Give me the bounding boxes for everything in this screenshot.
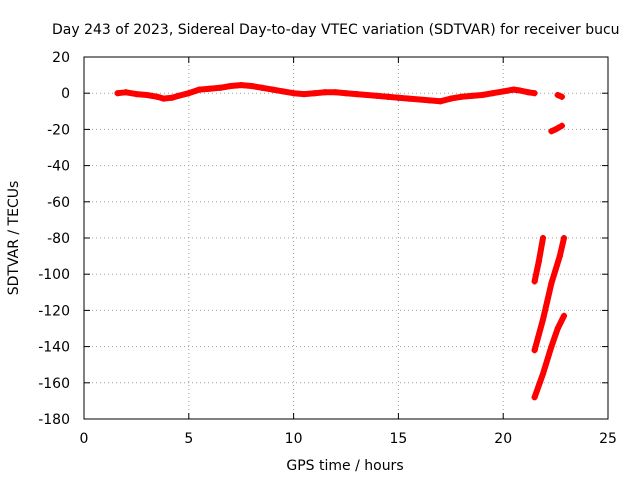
data-point bbox=[196, 86, 203, 93]
data-point bbox=[405, 95, 412, 102]
x-tick-label: 0 bbox=[80, 431, 89, 447]
data-point bbox=[552, 126, 559, 133]
data-point bbox=[269, 86, 276, 93]
data-point bbox=[535, 258, 542, 265]
data-point bbox=[248, 82, 255, 89]
data-point bbox=[259, 84, 266, 91]
data-point bbox=[133, 91, 140, 98]
data-point bbox=[560, 312, 567, 319]
y-axis-label: SDTVAR / TECUs bbox=[6, 181, 22, 296]
data-point bbox=[525, 89, 532, 96]
data-point bbox=[447, 95, 454, 102]
data-point bbox=[322, 89, 329, 96]
data-point bbox=[554, 92, 561, 99]
data-point bbox=[332, 89, 339, 96]
y-tick-label: 20 bbox=[52, 50, 70, 66]
data-point bbox=[280, 88, 287, 95]
data-point bbox=[489, 90, 496, 97]
data-point bbox=[395, 94, 402, 101]
data-point bbox=[374, 92, 381, 99]
data-point bbox=[500, 88, 507, 95]
data-point bbox=[558, 93, 565, 100]
y-tick-label: -20 bbox=[47, 122, 70, 138]
data-point bbox=[510, 86, 517, 93]
data-point bbox=[531, 90, 538, 97]
data-point bbox=[353, 91, 360, 98]
data-point bbox=[301, 91, 308, 98]
data-point bbox=[458, 93, 465, 100]
y-tick-label: -80 bbox=[47, 231, 70, 247]
x-tick-label: 10 bbox=[285, 431, 303, 447]
x-axis-label: GPS time / hours bbox=[286, 458, 403, 474]
data-point bbox=[516, 87, 523, 94]
data-point bbox=[217, 84, 224, 91]
y-tick-label: -60 bbox=[47, 195, 70, 211]
y-tick-label: 0 bbox=[61, 86, 70, 102]
data-point bbox=[169, 94, 176, 101]
y-tick-label: -100 bbox=[38, 267, 70, 283]
data-point bbox=[122, 89, 129, 96]
data-point bbox=[160, 95, 167, 102]
data-point bbox=[175, 92, 182, 99]
data-point bbox=[558, 122, 565, 129]
data-point bbox=[343, 90, 349, 97]
data-point bbox=[416, 96, 423, 103]
y-tick-label: -40 bbox=[47, 159, 70, 175]
data-point bbox=[206, 85, 213, 92]
data-point bbox=[479, 92, 486, 99]
x-tick-label: 15 bbox=[389, 431, 407, 447]
data-point bbox=[437, 98, 444, 105]
data-point bbox=[363, 92, 370, 99]
x-tick-label: 20 bbox=[494, 431, 512, 447]
data-point bbox=[556, 253, 563, 260]
y-tick-label: -180 bbox=[38, 412, 70, 428]
data-point bbox=[548, 128, 555, 135]
x-tick-label: 5 bbox=[184, 431, 193, 447]
y-tick-label: -140 bbox=[38, 340, 70, 356]
data-point bbox=[540, 370, 547, 377]
data-point bbox=[311, 90, 318, 97]
chart-title: Day 243 of 2023, Sidereal Day-to-day VTE… bbox=[52, 22, 620, 38]
data-point bbox=[384, 93, 391, 100]
data-point bbox=[185, 90, 192, 97]
data-point bbox=[560, 235, 567, 241]
plot-frame bbox=[83, 56, 609, 420]
data-point bbox=[548, 280, 555, 287]
data-point bbox=[531, 278, 538, 285]
grid bbox=[84, 57, 608, 419]
x-tick-label: 25 bbox=[599, 431, 617, 447]
data-points bbox=[114, 82, 567, 401]
data-point bbox=[154, 93, 161, 100]
y-tick-label: -160 bbox=[38, 376, 70, 392]
data-point bbox=[540, 235, 547, 241]
data-point bbox=[554, 325, 561, 332]
data-point bbox=[531, 347, 538, 354]
data-point bbox=[238, 82, 245, 89]
data-point bbox=[290, 90, 297, 97]
data-point bbox=[426, 97, 433, 104]
ticks bbox=[83, 56, 609, 420]
tick-labels: 0 5 10 15 20 25 20 0 -20 -40 -60 -80 -100 -120 -140 -16… bbox=[38, 50, 617, 447]
data-point bbox=[114, 90, 121, 97]
data-point bbox=[548, 343, 555, 350]
data-point bbox=[468, 92, 475, 99]
data-point bbox=[540, 316, 547, 323]
data-point bbox=[531, 394, 538, 401]
data-point bbox=[227, 82, 234, 89]
y-tick-label: -120 bbox=[38, 303, 70, 319]
data-point bbox=[143, 92, 150, 99]
